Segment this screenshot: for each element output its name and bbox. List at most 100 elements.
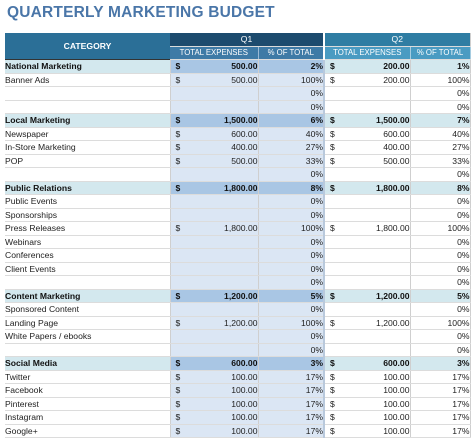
q1-expense-cell[interactable]: $1,500.00 [170,113,259,128]
q1-pct-cell[interactable]: 100% [258,316,325,330]
q2-expense-cell[interactable]: $200.00 [323,59,411,74]
q2-expense-cell[interactable]: $600.00 [323,127,411,141]
q2-expense-cell[interactable]: $100.00 [323,383,411,398]
q2-expense-cell[interactable] [323,100,411,114]
q2-pct-cell[interactable]: 3% [410,356,471,371]
q1-pct-cell[interactable]: 0% [258,343,325,357]
q1-expense-cell[interactable] [170,275,259,290]
q1-pct-cell[interactable]: 0% [258,302,325,317]
q2-expense-cell[interactable] [323,262,411,276]
q2-expense-cell[interactable] [323,275,411,290]
q1-expense-cell[interactable]: $100.00 [170,397,259,411]
q1-expense-cell[interactable]: $100.00 [170,370,259,384]
q1-expense-cell[interactable]: $400.00 [170,140,259,155]
q2-expense-cell[interactable] [323,86,411,101]
q2-expense-cell[interactable]: $400.00 [323,140,411,155]
q1-pct-cell[interactable]: 100% [258,73,325,87]
q1-expense-cell[interactable] [170,248,259,263]
q2-expense-cell[interactable]: $200.00 [323,73,411,87]
category-cell[interactable] [5,86,171,101]
q1-pct-cell[interactable]: 8% [258,180,325,195]
q1-pct-cell[interactable]: 0% [258,86,325,101]
q1-pct-cell[interactable]: 0% [258,248,325,263]
category-cell[interactable]: Sponsored Content [5,302,171,317]
q2-expense-cell[interactable]: $1,200.00 [323,316,411,330]
q1-pct-cell[interactable]: 0% [258,100,325,114]
q2-pct-cell[interactable]: 0% [410,235,471,249]
q1-expense-cell[interactable] [170,343,259,357]
q2-pct-cell[interactable]: 8% [410,180,471,195]
q2-pct-cell[interactable]: 17% [410,410,471,425]
q2-pct-cell[interactable]: 100% [410,316,471,330]
q2-expense-cell[interactable]: $1,200.00 [323,288,411,303]
category-cell[interactable]: Banner Ads [5,73,171,87]
q1-expense-cell[interactable]: $600.00 [170,356,259,371]
q1-expense-cell[interactable] [170,329,259,344]
q1-expense-cell[interactable] [170,262,259,276]
q2-pct-cell[interactable]: 27% [410,140,471,155]
q2-expense-cell[interactable]: $1,800.00 [323,180,411,195]
q2-expense-cell[interactable] [323,235,411,249]
category-cell[interactable]: Client Events [5,262,171,276]
q1-expense-cell[interactable]: $1,800.00 [170,180,259,195]
q1-pct-cell[interactable]: 3% [258,356,325,371]
q1-pct-cell[interactable]: 0% [258,167,325,182]
q2-expense-cell[interactable] [323,248,411,263]
q1-expense-cell[interactable]: $500.00 [170,154,259,168]
q2-pct-cell[interactable]: 0% [410,302,471,317]
q2-pct-cell[interactable]: 0% [410,86,471,101]
category-cell[interactable]: In-Store Marketing [5,140,171,155]
q2-pct-cell[interactable]: 0% [410,167,471,182]
q2-expense-cell[interactable]: $100.00 [323,370,411,384]
category-cell[interactable]: White Papers / ebooks [5,329,171,344]
category-cell[interactable]: Sponsorships [5,208,171,222]
category-cell[interactable]: Webinars [5,235,171,249]
category-cell[interactable]: Landing Page [5,316,171,330]
q2-expense-cell[interactable] [323,208,411,222]
q1-expense-cell[interactable]: $1,200.00 [170,288,259,303]
q1-pct-cell[interactable]: 0% [258,208,325,222]
q2-pct-cell[interactable]: 17% [410,424,471,438]
q1-pct-cell[interactable]: 0% [258,194,325,209]
category-cell[interactable]: Conferences [5,248,171,263]
q2-pct-cell[interactable]: 0% [410,100,471,114]
q2-pct-cell[interactable]: 100% [410,73,471,87]
category-cell[interactable]: Twitter [5,370,171,384]
q1-expense-cell[interactable]: $500.00 [170,59,259,74]
category-cell[interactable] [5,100,171,114]
category-cell[interactable]: Pinterest [5,397,171,411]
category-cell[interactable]: Instagram [5,410,171,425]
q2-expense-cell[interactable]: $100.00 [323,397,411,411]
q1-expense-cell[interactable]: $1,200.00 [170,316,259,330]
q1-pct-cell[interactable]: 17% [258,410,325,425]
q1-expense-cell[interactable] [170,235,259,249]
q1-expense-cell[interactable]: $100.00 [170,424,259,438]
category-cell[interactable]: National Marketing [5,59,171,74]
q2-pct-cell[interactable]: 1% [410,59,471,74]
q1-expense-cell[interactable] [170,302,259,317]
q1-pct-cell[interactable]: 17% [258,370,325,384]
category-cell[interactable]: Local Marketing [5,113,171,128]
q2-expense-cell[interactable]: $600.00 [323,356,411,371]
q2-expense-cell[interactable]: $500.00 [323,154,411,168]
q1-pct-cell[interactable]: 100% [258,221,325,236]
q2-pct-cell[interactable]: 0% [410,194,471,209]
q1-expense-cell[interactable] [170,86,259,101]
q2-expense-cell[interactable]: $1,500.00 [323,113,411,128]
category-cell[interactable]: Facebook [5,383,171,398]
q2-pct-cell[interactable]: 33% [410,154,471,168]
q1-expense-cell[interactable] [170,100,259,114]
q2-pct-cell[interactable]: 0% [410,262,471,276]
q2-pct-cell[interactable]: 40% [410,127,471,141]
q2-expense-cell[interactable] [323,194,411,209]
q2-expense-cell[interactable]: $100.00 [323,410,411,425]
category-cell[interactable]: Public Events [5,194,171,209]
q1-pct-cell[interactable]: 17% [258,424,325,438]
q1-expense-cell[interactable] [170,167,259,182]
category-cell[interactable]: POP [5,154,171,168]
q2-pct-cell[interactable]: 17% [410,370,471,384]
q1-expense-cell[interactable]: $600.00 [170,127,259,141]
q2-expense-cell[interactable] [323,167,411,182]
q2-pct-cell[interactable]: 17% [410,383,471,398]
q1-pct-cell[interactable]: 0% [258,275,325,290]
